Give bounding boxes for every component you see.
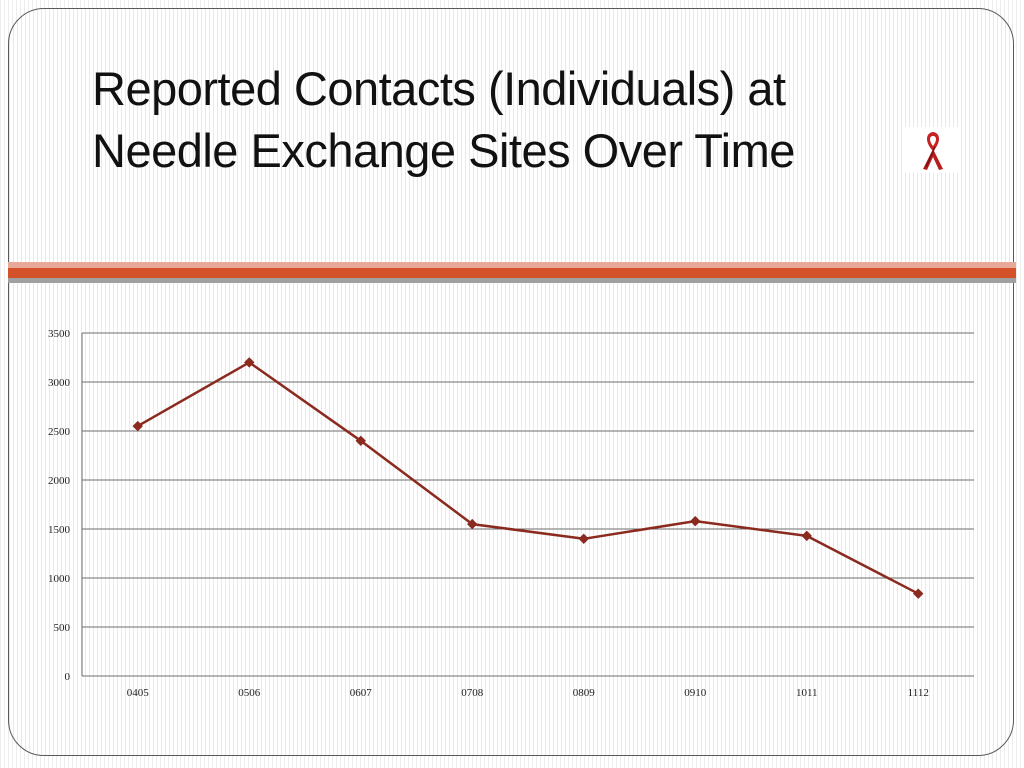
divider-bar-gray: [8, 278, 1016, 283]
x-tick-label: 1011: [796, 687, 818, 699]
title-line-2: Needle Exchange Sites Over Time: [92, 124, 795, 177]
x-tick-label: 0708: [461, 687, 484, 699]
data-point: [355, 435, 366, 447]
data-point: [578, 533, 589, 545]
y-tick-label: 1500: [48, 524, 71, 536]
x-tick-label: 0405: [127, 687, 150, 699]
x-tick-label: 0809: [573, 687, 596, 699]
data-point: [801, 530, 812, 542]
y-tick-label: 3500: [48, 328, 71, 340]
title-line-1: Reported Contacts (Individuals) at: [92, 62, 786, 115]
red-awareness-ribbon-icon: [905, 127, 961, 173]
series-line: [137, 361, 919, 595]
y-tick-label: 2500: [48, 426, 71, 438]
data-point: [913, 588, 924, 599]
data-point: [467, 518, 478, 530]
divider-bar-light: [8, 262, 1016, 268]
y-tick-label: 2000: [48, 475, 71, 487]
data-point: [690, 515, 701, 527]
x-tick-label: 1112: [908, 687, 929, 699]
slide-title: Reported Contacts (Individuals) at Needl…: [92, 58, 892, 182]
header-divider-bars: [8, 262, 1016, 283]
y-tick-label: 500: [54, 622, 71, 634]
x-tick-label: 0506: [238, 687, 261, 699]
data-point: [132, 420, 143, 432]
plot-area: [82, 333, 974, 676]
y-tick-label: 0: [65, 671, 71, 683]
y-tick-label: 1000: [48, 573, 71, 585]
y-tick-label: 3000: [48, 377, 71, 389]
x-tick-label: 0607: [350, 687, 373, 699]
divider-bar-main: [8, 268, 1016, 278]
data-point: [244, 357, 255, 368]
x-tick-label: 0910: [684, 687, 707, 699]
